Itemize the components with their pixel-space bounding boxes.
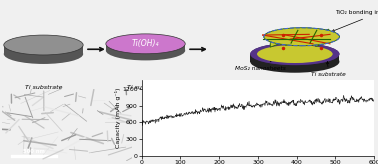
Ellipse shape [106,34,185,54]
Ellipse shape [4,35,83,55]
Polygon shape [270,29,284,47]
Polygon shape [316,29,329,46]
Polygon shape [250,54,339,62]
Ellipse shape [257,45,333,63]
Ellipse shape [250,43,339,65]
Text: Ti substrate: Ti substrate [25,85,62,90]
Polygon shape [4,45,83,54]
Text: Ti substrate: Ti substrate [127,85,164,90]
Text: Ti(OH)₄: Ti(OH)₄ [132,39,159,48]
Text: 500 nm: 500 nm [23,149,45,154]
Ellipse shape [4,44,83,64]
Text: Ti substrate: Ti substrate [311,62,346,77]
Ellipse shape [264,28,339,46]
Y-axis label: Capacity (mAh g⁻¹): Capacity (mAh g⁻¹) [115,88,121,148]
Ellipse shape [106,41,185,60]
Polygon shape [301,29,314,45]
Polygon shape [106,44,185,51]
Text: TiO₂ bonding interface  edges: TiO₂ bonding interface edges [332,10,378,32]
Text: MoS₂ nanosheets: MoS₂ nanosheets [235,48,288,71]
Ellipse shape [250,43,339,65]
Ellipse shape [250,51,339,73]
Polygon shape [285,29,299,45]
